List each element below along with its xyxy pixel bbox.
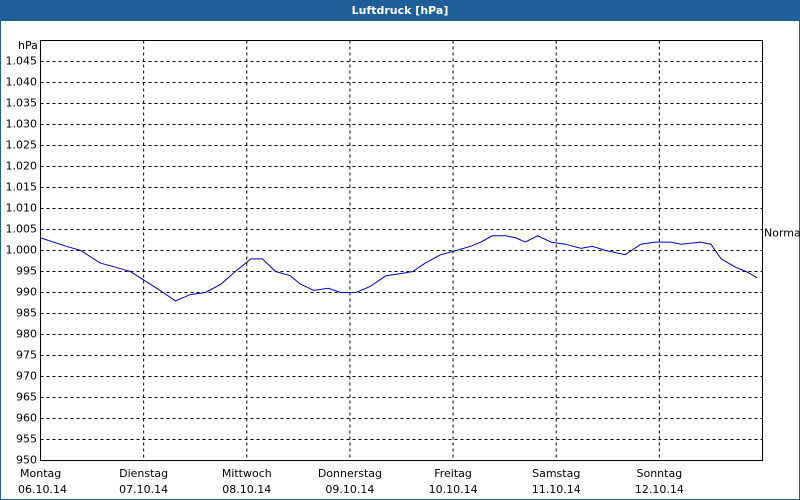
x-tick-label: 06.10.14 xyxy=(18,483,67,496)
x-tick-weekday: Dienstag xyxy=(119,467,168,480)
y-tick-label: 1.025 xyxy=(6,139,38,152)
x-tick-weekday: Montag xyxy=(20,467,61,480)
x-tick-weekday: Sonntag xyxy=(637,467,683,480)
y-tick-label: 1.000 xyxy=(6,244,38,257)
y-unit: hPa xyxy=(18,39,38,52)
y-tick-label: 990 xyxy=(16,286,37,299)
x-tick-weekday: Donnerstag xyxy=(318,467,382,480)
y-tick-label: 960 xyxy=(16,412,37,425)
x-tick-label: 11.10.14 xyxy=(532,483,581,496)
y-tick-label: 1.010 xyxy=(6,202,38,215)
x-tick-label: 10.10.14 xyxy=(429,483,478,496)
y-tick-label: 995 xyxy=(16,265,37,278)
y-tick-label: 1.005 xyxy=(6,223,38,236)
y-tick-label: 1.030 xyxy=(6,118,38,131)
y-tick-label: 965 xyxy=(16,391,37,404)
y-tick-label: 955 xyxy=(16,433,37,446)
x-tick-label: 08.10.14 xyxy=(222,483,271,496)
y-tick-label: 975 xyxy=(16,349,37,362)
x-tick-label: 09.10.14 xyxy=(325,483,374,496)
y-tick-label: 985 xyxy=(16,307,37,320)
y-tick-label: 1.040 xyxy=(6,76,38,89)
y-tick-label: 1.045 xyxy=(6,55,38,68)
y-tick-label: 950 xyxy=(16,454,37,467)
y-tick-label: 1.020 xyxy=(6,160,38,173)
y-tick-label: 970 xyxy=(16,370,37,383)
y-tick-label: 1.015 xyxy=(6,181,38,194)
line-series xyxy=(40,235,758,302)
y-tick-label: 1.035 xyxy=(6,97,38,110)
title-bar xyxy=(0,0,800,21)
annotation: Normal xyxy=(764,227,800,240)
y-tick-label: 980 xyxy=(16,328,37,341)
x-tick-label: 07.10.14 xyxy=(119,483,168,496)
x-tick-weekday: Samstag xyxy=(532,467,580,480)
x-tick-weekday: Mittwoch xyxy=(222,467,272,480)
x-tick-weekday: Freitag xyxy=(434,467,472,480)
chart-title: Luftdruck [hPa] xyxy=(352,4,449,17)
x-tick-label: 12.10.14 xyxy=(635,483,684,496)
